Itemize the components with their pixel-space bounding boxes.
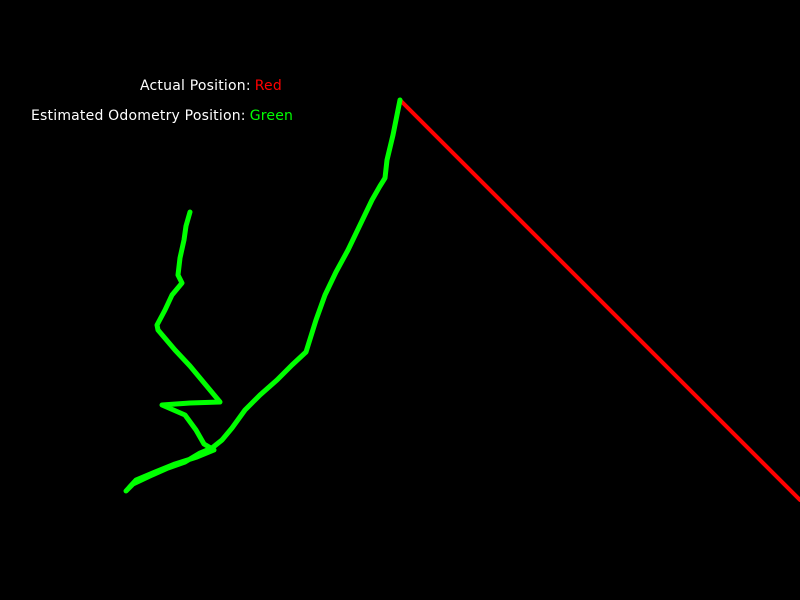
legend-estimated-value: Green — [249, 108, 294, 124]
legend-estimated: Estimated Odometry Position: Green — [31, 108, 293, 124]
legend-actual: Actual Position: Red — [140, 78, 282, 94]
legend-actual-value: Red — [254, 78, 282, 94]
actual-position-path — [398, 98, 800, 502]
legend-estimated-label: Estimated Odometry Position: — [31, 108, 246, 124]
estimated-odometry-path — [123, 97, 403, 494]
legend-actual-label: Actual Position: — [140, 78, 251, 94]
